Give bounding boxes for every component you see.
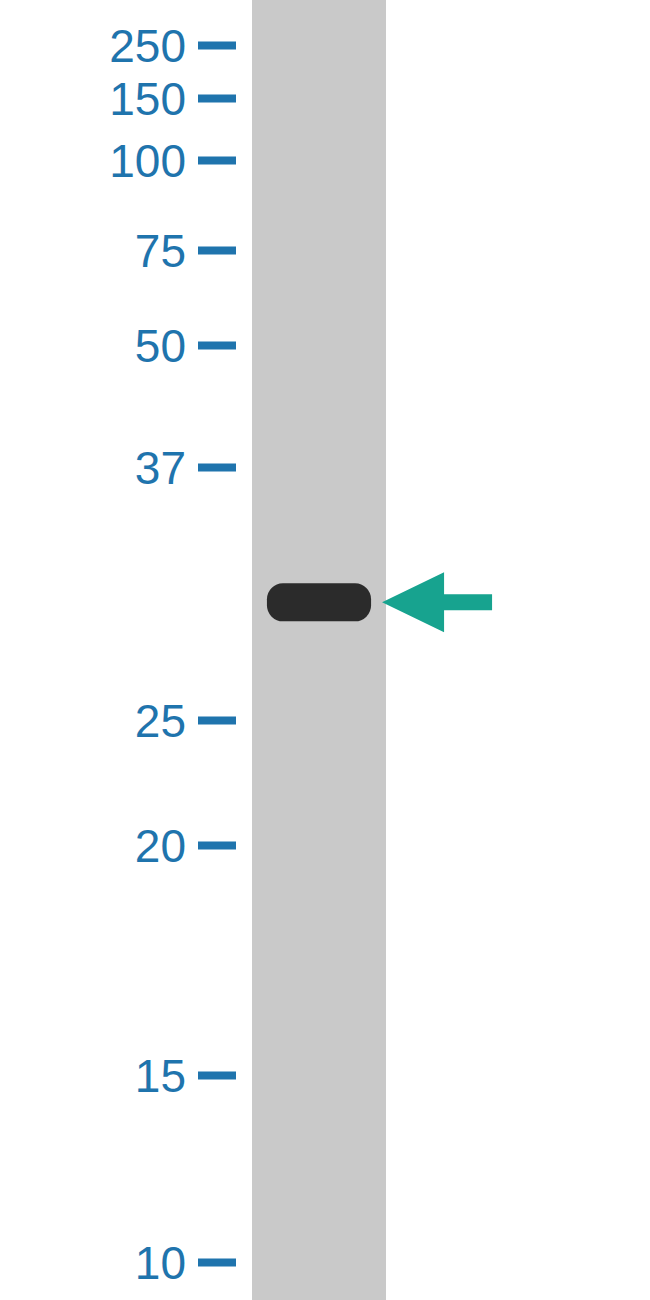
tick: 75 bbox=[135, 225, 236, 277]
tick-mark bbox=[198, 1259, 236, 1267]
lane bbox=[252, 0, 386, 1300]
tick: 10 bbox=[135, 1237, 236, 1289]
band bbox=[267, 583, 371, 621]
tick-label: 20 bbox=[135, 820, 186, 872]
tick-label: 50 bbox=[135, 320, 186, 372]
tick: 50 bbox=[135, 320, 236, 372]
tick-label: 100 bbox=[109, 135, 186, 187]
tick-mark bbox=[198, 342, 236, 350]
tick: 100 bbox=[109, 135, 236, 187]
tick-mark bbox=[198, 247, 236, 255]
tick-label: 15 bbox=[135, 1050, 186, 1102]
tick-mark bbox=[198, 42, 236, 50]
tick: 250 bbox=[109, 20, 236, 72]
axis-line bbox=[236, 46, 237, 1263]
tick-label: 10 bbox=[135, 1237, 186, 1289]
arrow bbox=[382, 572, 492, 632]
tick-mark bbox=[198, 842, 236, 850]
tick-label: 75 bbox=[135, 225, 186, 277]
tick-mark bbox=[198, 464, 236, 472]
bands bbox=[267, 583, 371, 621]
tick-mark bbox=[198, 95, 236, 103]
tick: 25 bbox=[135, 695, 236, 747]
tick-mark bbox=[198, 1072, 236, 1080]
tick: 20 bbox=[135, 820, 236, 872]
tick: 150 bbox=[109, 73, 236, 125]
tick-label: 25 bbox=[135, 695, 186, 747]
tick-mark bbox=[198, 717, 236, 725]
tick-label: 250 bbox=[109, 20, 186, 72]
y-axis: 10 15 20 25 37 50 75 100 150250 bbox=[109, 20, 236, 1289]
tick-label: 37 bbox=[135, 442, 186, 494]
tick: 15 bbox=[135, 1050, 236, 1102]
tick-label: 150 bbox=[109, 73, 186, 125]
blot-figure: 10 15 20 25 37 50 75 100 150250 bbox=[0, 0, 650, 1300]
tick: 37 bbox=[135, 442, 236, 494]
tick-mark bbox=[198, 157, 236, 165]
